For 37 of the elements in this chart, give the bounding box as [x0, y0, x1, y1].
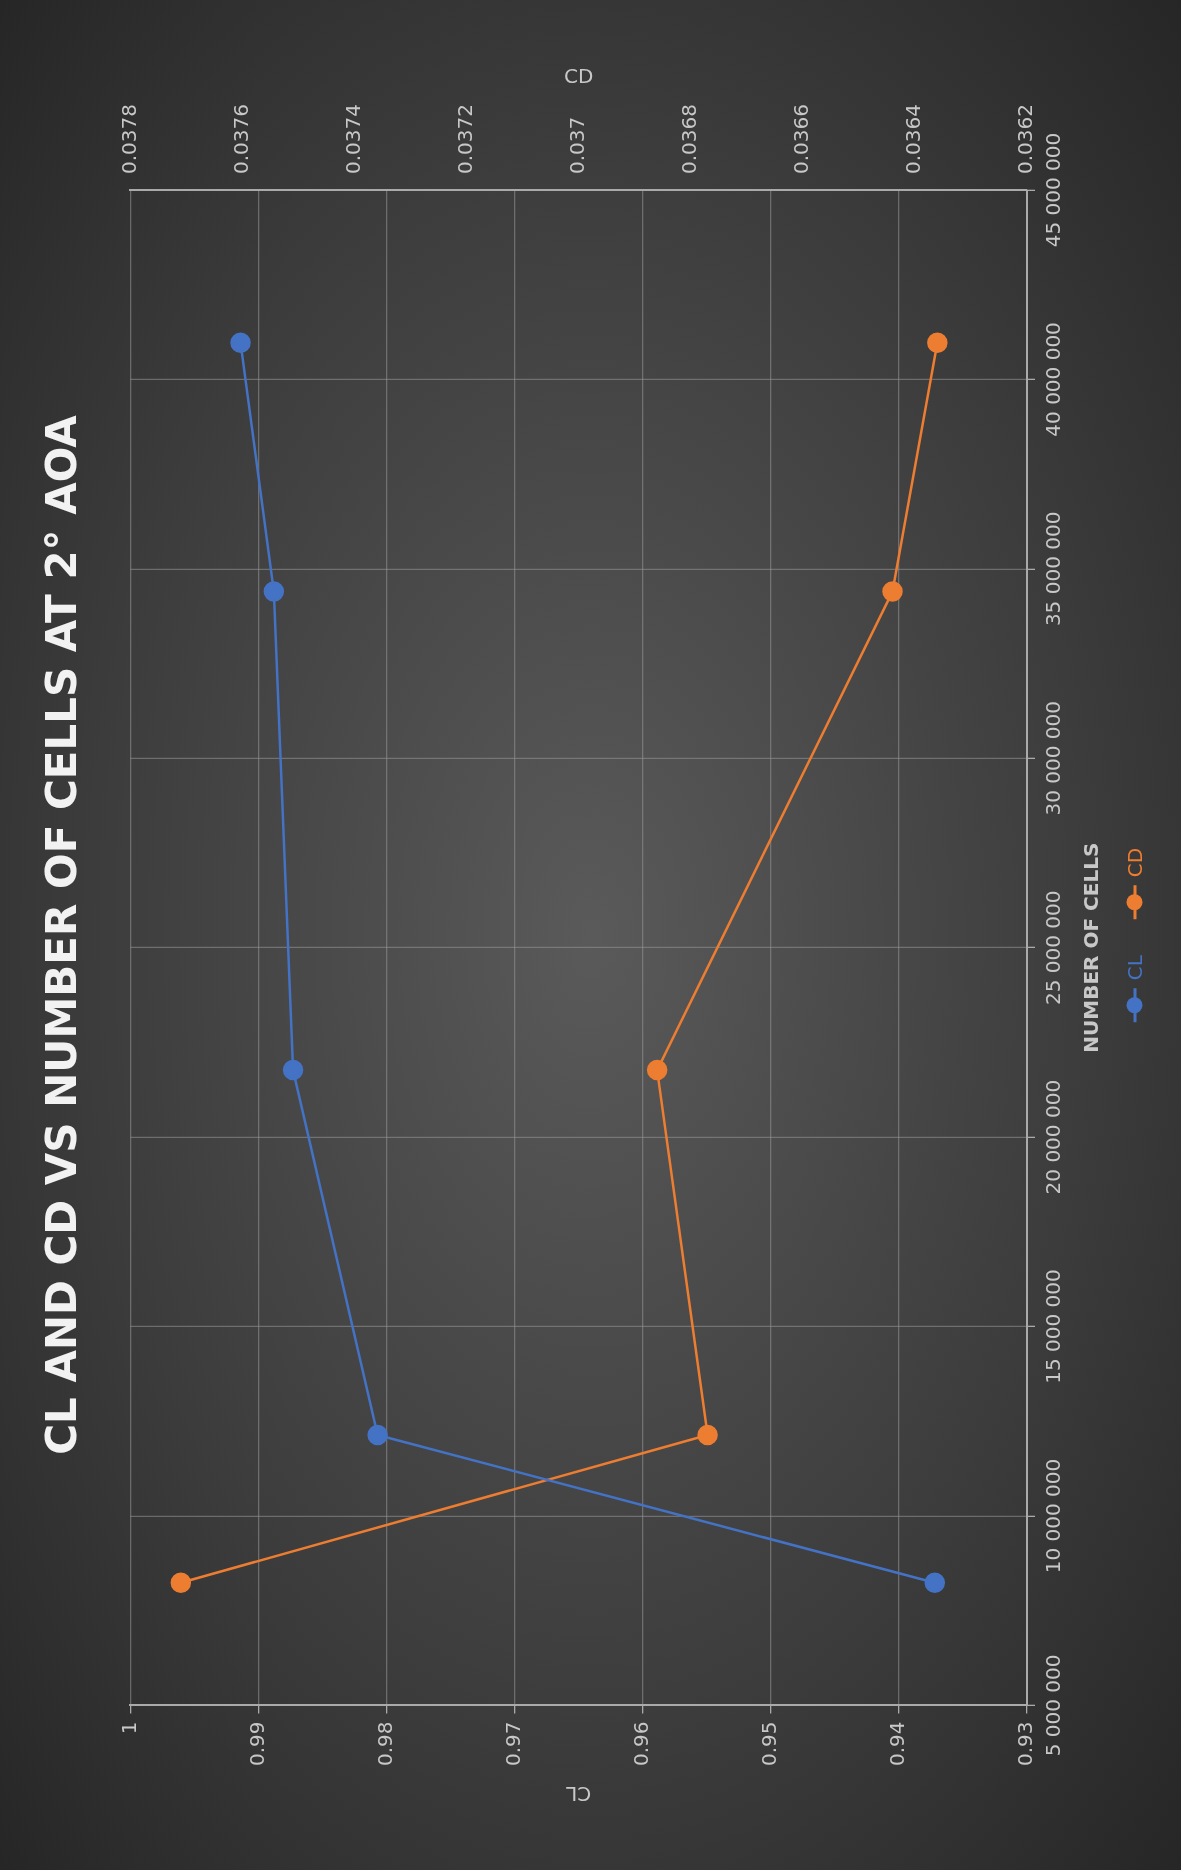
y-tick-label: 20 000 000 [1041, 1079, 1066, 1195]
y-tick-label: 10 000 000 [1041, 1458, 1066, 1574]
x2-tick-label: 0.0364 [901, 104, 926, 174]
y-tick-label: 30 000 000 [1041, 701, 1066, 816]
x-tick-label: 0.94 [885, 1721, 910, 1766]
x2-tick-label: 0.0378 [116, 104, 141, 174]
x2-tick-label: 0.0376 [228, 104, 253, 174]
x-tick-label: 0.95 [757, 1721, 782, 1766]
x-tick-label: 0.96 [628, 1721, 653, 1766]
point [282, 1059, 304, 1081]
x-tick-label: 0.98 [372, 1721, 397, 1766]
y-tick-label: 35 000 000 [1041, 511, 1066, 627]
y-tick-label: 40 000 000 [1041, 322, 1066, 437]
x-tick-label: 0.99 [244, 1721, 269, 1766]
x2-tick-label: 0.0366 [789, 104, 814, 174]
point [924, 1572, 946, 1593]
y-axis-title: NUMBER OF CELLS [1079, 842, 1104, 1053]
point [367, 1424, 388, 1446]
x-tick-label: 0.97 [500, 1721, 525, 1766]
x-tick-label: 1 [116, 1721, 141, 1735]
point [230, 332, 251, 353]
y-tick-label: 25 000 000 [1041, 890, 1066, 1005]
x2-tick-label: 0.0372 [452, 104, 477, 174]
x2-tick-label: 0.0362 [1013, 104, 1038, 174]
x2-axis-title: CD [564, 64, 594, 89]
x2-tick-label: 0.0374 [340, 104, 365, 174]
y-tick-label: 45 000 000 [1041, 132, 1066, 248]
x-axis-title: CL [565, 1781, 592, 1806]
point [263, 581, 285, 602]
text: CD [1122, 847, 1147, 878]
y-tick-label: 5 000 000 [1041, 1654, 1066, 1757]
x2-tick-label: 0.037 [564, 116, 589, 174]
y-tick-label: 15 000 000 [1041, 1269, 1066, 1384]
text: CL AND CD VS NUMBER OF CELLS AT 2° AOA [37, 414, 87, 1455]
text: CL [1122, 955, 1147, 981]
x-tick-label: 0.93 [1013, 1721, 1038, 1766]
x2-tick-label: 0.0368 [676, 104, 701, 174]
